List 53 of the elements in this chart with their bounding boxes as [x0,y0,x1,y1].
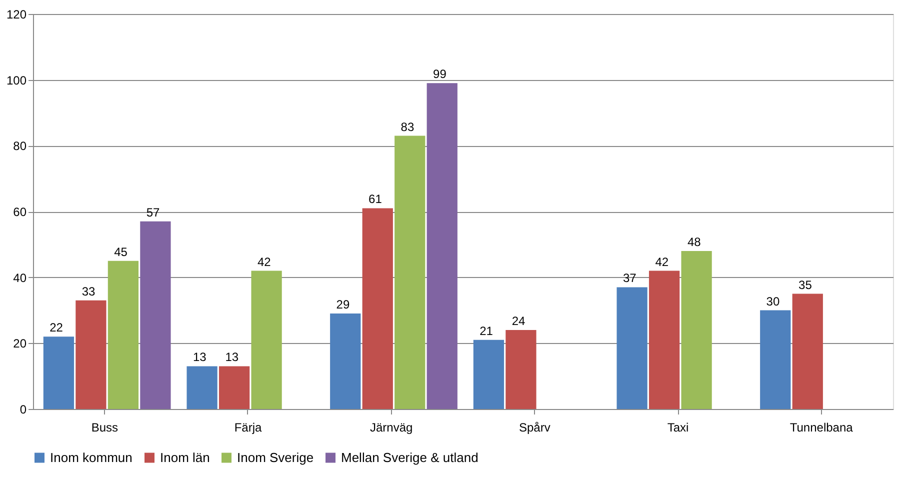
bar [218,366,250,409]
data-label: 35 [798,278,812,292]
bar [473,340,504,409]
x-tick-label: Spårv [518,420,550,434]
y-tick-label: 20 [13,336,27,351]
bar [43,336,74,409]
bar [681,251,712,409]
x-tick-label: Tunnelbana [790,420,854,434]
y-tick-label: 100 [6,73,27,88]
data-label: 83 [400,120,414,134]
bar [506,330,536,409]
bar [394,136,426,409]
data-label: 42 [655,254,669,269]
x-tick-label: Buss [91,420,118,434]
y-tick-label: 40 [13,270,27,285]
x-tick-label: Taxi [667,420,689,434]
bar [330,314,361,409]
data-label: 29 [336,298,350,312]
data-label: 99 [433,67,447,82]
legend-label: Mellan Sverige & utland [341,450,478,465]
bar [792,294,823,409]
y-tick-label: 60 [13,205,27,219]
y-tick-label: 120 [6,8,27,22]
legend-label: Inom kommun [50,450,132,465]
data-label: 48 [687,235,702,249]
data-label: 33 [82,284,96,298]
legend-label: Inom Sverige [237,450,314,465]
x-tick-label: Järnväg [370,420,413,434]
bar [648,270,680,409]
data-label: 13 [192,350,207,364]
data-label: 42 [257,254,272,269]
x-tick-label: Färja [234,420,262,434]
bar [186,366,218,409]
bar [251,270,282,409]
data-label: 45 [114,244,128,259]
data-label: 61 [368,192,382,206]
data-label: 24 [512,314,526,328]
bar [616,287,648,409]
data-label: 21 [480,324,494,338]
y-tick-label: 0 [20,402,27,416]
bar [140,221,171,409]
data-label: 13 [225,350,239,364]
data-label: 57 [146,205,160,220]
bar [760,310,791,409]
bar [426,83,458,409]
data-label: 37 [622,271,637,286]
data-label: 22 [50,320,64,335]
data-label: 30 [766,294,780,308]
bar [362,208,393,409]
bar [108,260,139,409]
y-tick-label: 80 [13,139,27,154]
bar [76,300,106,409]
legend-label: Inom län [160,450,210,465]
